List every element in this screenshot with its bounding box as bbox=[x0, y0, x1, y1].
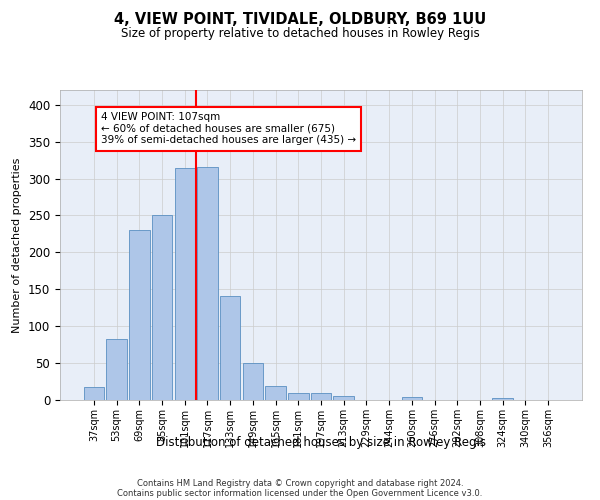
Bar bbox=[175, 168, 195, 400]
Bar bbox=[242, 363, 263, 400]
Bar bbox=[288, 392, 308, 400]
Text: Size of property relative to detached houses in Rowley Regis: Size of property relative to detached ho… bbox=[121, 28, 479, 40]
Bar bbox=[106, 338, 127, 400]
Bar bbox=[493, 398, 513, 400]
Bar bbox=[152, 214, 172, 400]
Text: 4, VIEW POINT, TIVIDALE, OLDBURY, B69 1UU: 4, VIEW POINT, TIVIDALE, OLDBURY, B69 1U… bbox=[114, 12, 486, 28]
Bar bbox=[334, 396, 354, 400]
Bar bbox=[265, 386, 286, 400]
Bar bbox=[311, 392, 331, 400]
Bar bbox=[197, 168, 218, 400]
Bar bbox=[220, 296, 241, 400]
Text: Distribution of detached houses by size in Rowley Regis: Distribution of detached houses by size … bbox=[156, 436, 486, 449]
Bar bbox=[84, 388, 104, 400]
Y-axis label: Number of detached properties: Number of detached properties bbox=[13, 158, 22, 332]
Text: Contains HM Land Registry data © Crown copyright and database right 2024.: Contains HM Land Registry data © Crown c… bbox=[137, 478, 463, 488]
Text: 4 VIEW POINT: 107sqm
← 60% of detached houses are smaller (675)
39% of semi-deta: 4 VIEW POINT: 107sqm ← 60% of detached h… bbox=[101, 112, 356, 146]
Bar bbox=[401, 397, 422, 400]
Bar bbox=[129, 230, 149, 400]
Text: Contains public sector information licensed under the Open Government Licence v3: Contains public sector information licen… bbox=[118, 488, 482, 498]
